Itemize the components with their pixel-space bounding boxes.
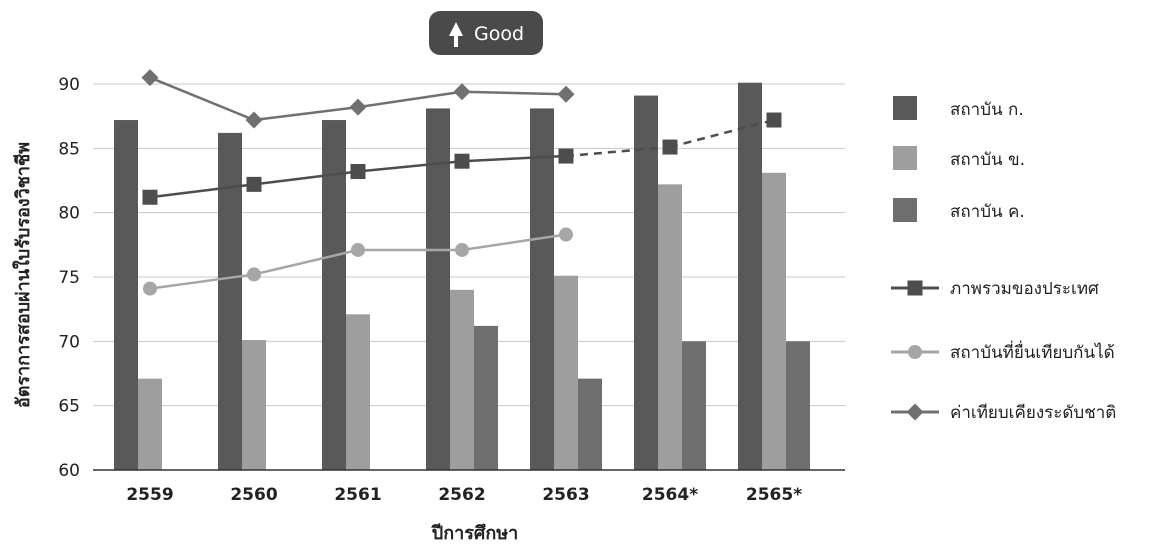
- bar: [554, 275, 578, 470]
- point-marker: [142, 189, 158, 205]
- series-line-segment: [565, 145, 671, 158]
- legend-label: สถาบันที่ยื่นเทียบกันได้: [950, 340, 1115, 363]
- point-marker: [559, 227, 573, 242]
- point-marker: [906, 403, 924, 421]
- badge-label: Good: [474, 23, 524, 45]
- point-marker: [453, 83, 471, 101]
- bar: [762, 172, 786, 470]
- bar: [346, 314, 370, 470]
- y-tick-label: 70: [58, 332, 80, 352]
- point-marker: [246, 176, 262, 192]
- point-marker: [143, 281, 157, 296]
- point-marker: [908, 345, 922, 359]
- x-tick-label: 2563: [542, 485, 589, 505]
- x-tick-label: 2564*: [642, 485, 698, 505]
- series-line-segment: [357, 159, 463, 173]
- point-marker: [557, 85, 575, 103]
- bar: [738, 82, 762, 471]
- bar: [218, 132, 242, 471]
- series-line-segment: [461, 154, 567, 163]
- y-tick-label: 80: [58, 204, 80, 224]
- series-line-segment: [461, 90, 567, 96]
- series-line-segment: [461, 233, 567, 252]
- point-marker: [350, 163, 366, 179]
- bar: [426, 108, 450, 471]
- legend-label: สถาบัน ก.: [950, 100, 1024, 120]
- legend-swatch: [893, 146, 917, 170]
- legend-label: สถาบัน ค.: [950, 202, 1025, 222]
- bar: [682, 341, 706, 470]
- y-axis-title: อัตราการสอบผ่านใบรับรองวิชาชีพ: [12, 142, 34, 408]
- x-tick-label: 2562: [438, 485, 485, 505]
- y-tick-label: 90: [58, 75, 80, 95]
- x-tick-label: 2565*: [746, 485, 802, 505]
- axes: 60 65 70 75 80 85 90 2559 2560 2561 2562 2563 2564* 2…: [58, 75, 845, 505]
- legend-swatch: [893, 198, 917, 222]
- series-line-segment: [149, 273, 255, 290]
- bar: [114, 120, 138, 470]
- series-line-segment: [149, 183, 255, 199]
- y-tick-label: 60: [58, 461, 80, 481]
- bar: [578, 378, 602, 470]
- bar: [786, 341, 810, 470]
- y-tick-label: 65: [58, 397, 80, 417]
- bar: [530, 108, 554, 471]
- bar: [634, 95, 658, 470]
- bar: [474, 325, 498, 470]
- series-line-segment: [149, 76, 255, 122]
- point-marker: [558, 148, 574, 164]
- series-line-segment: [357, 90, 463, 109]
- point-marker: [247, 267, 261, 282]
- point-marker: [141, 69, 159, 87]
- point-marker: [907, 280, 923, 296]
- point-marker: [351, 242, 365, 257]
- legend-label: ค่าเทียบเคียงระดับชาติ: [950, 403, 1116, 423]
- good-badge: Good: [429, 11, 543, 55]
- x-tick-label: 2561: [334, 485, 381, 505]
- bar: [322, 120, 346, 470]
- legend-swatch: [893, 96, 917, 120]
- point-marker: [454, 153, 470, 169]
- bar-marks: [114, 82, 810, 471]
- point-marker: [245, 111, 263, 129]
- bar: [658, 184, 682, 471]
- y-tick-label: 85: [58, 139, 80, 159]
- point-marker: [662, 139, 678, 155]
- series-line-segment: [253, 248, 359, 276]
- point-marker: [766, 112, 782, 128]
- bar: [450, 289, 474, 470]
- legend-label: สถาบัน ข.: [950, 150, 1025, 170]
- bar: [138, 378, 162, 470]
- line-marks: [141, 69, 782, 296]
- series-line-segment: [253, 105, 359, 122]
- y-tick-label: 75: [58, 268, 80, 288]
- arrow-up-icon: [449, 22, 463, 47]
- x-tick-label: 2559: [126, 485, 173, 505]
- x-axis-title: ปีการศึกษา: [430, 523, 518, 544]
- legend: สถาบัน ก. สถาบัน ข. สถาบัน ค. ภาพรวมของประเ…: [891, 96, 1116, 423]
- point-marker: [349, 98, 367, 116]
- legend-label: ภาพรวมของประเทศ: [950, 279, 1099, 299]
- bar: [242, 340, 266, 470]
- series-line-segment: [669, 118, 775, 149]
- x-tick-label: 2560: [230, 485, 277, 505]
- point-marker: [455, 242, 469, 257]
- series-line-segment: [253, 170, 359, 186]
